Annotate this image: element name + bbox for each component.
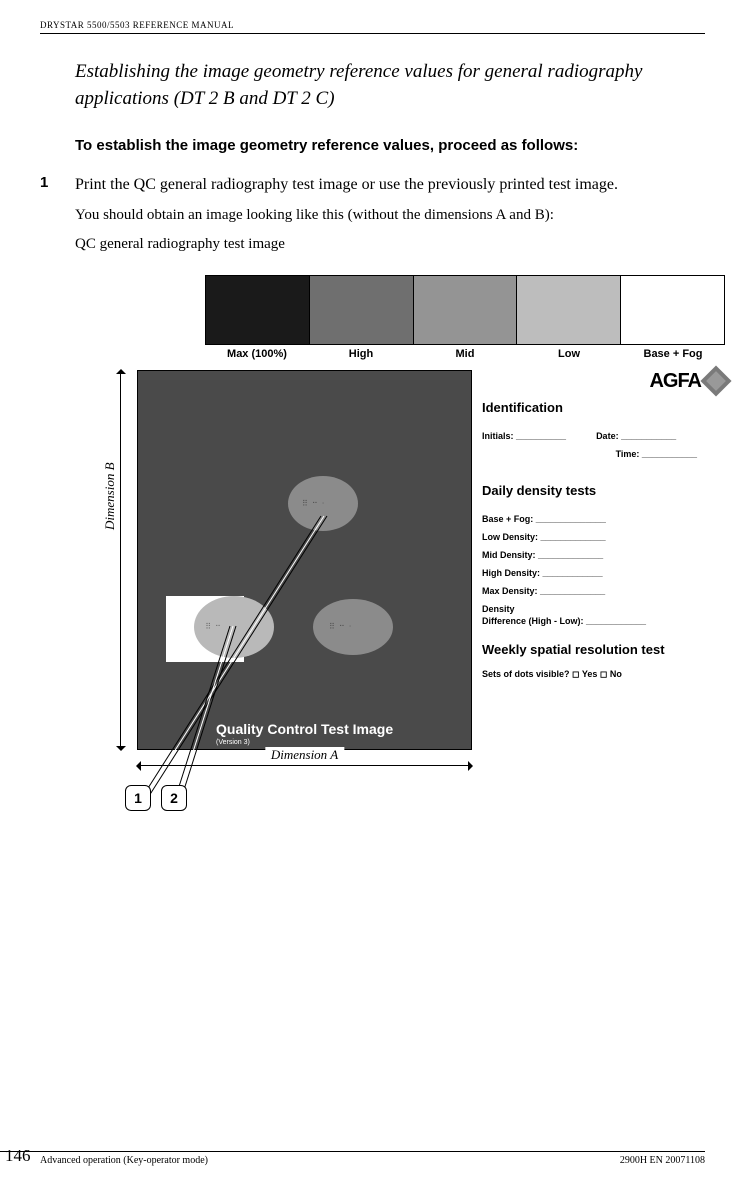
gray-label: Max (100%) <box>205 348 309 360</box>
lowdensity-field: Low Density: _____________ <box>482 532 727 542</box>
highdensity-field: High Density: ____________ <box>482 568 727 578</box>
gray-label: High <box>309 348 413 360</box>
gray-cell-basefog <box>621 276 724 344</box>
callout-numbers: 1 2 <box>125 785 187 811</box>
gray-cell-low <box>517 276 621 344</box>
step-1: 1 Print the QC general radiography test … <box>40 174 705 196</box>
initials-field: Initials: __________ <box>482 431 566 441</box>
middensity-field: Mid Density: _____________ <box>482 550 727 560</box>
grayscale-labels: Max (100%) High Mid Low Base + Fog <box>205 348 725 360</box>
gray-label: Mid <box>413 348 517 360</box>
agfa-text: AGFA <box>649 370 701 393</box>
footer-right: 2900H EN 20071108 <box>620 1155 705 1166</box>
gray-cell-max <box>206 276 310 344</box>
step-subtext-2: QC general radiography test image <box>75 234 705 255</box>
qc-image-version: (Version 3) <box>216 739 250 746</box>
date-field: Date: ___________ <box>596 431 676 441</box>
qc-area: ⠿ ⠒ · ⠿ ⠒ ⠿ ⠒ · Quality Control Test Ima… <box>137 370 727 750</box>
step-subtext-1: You should obtain an image looking like … <box>75 205 705 226</box>
time-field: Time: ___________ <box>616 449 697 459</box>
test-ellipse-left: ⠿ ⠒ <box>194 596 274 658</box>
page: DRYSTAR 5500/5503 REFERENCE MANUAL Estab… <box>0 0 745 1186</box>
grayscale-strip <box>205 275 725 345</box>
dimension-a-line <box>137 765 472 766</box>
test-ellipse-right: ⠿ ⠒ · <box>313 599 393 655</box>
densitydiff-label: Density <box>482 604 727 614</box>
agfa-rhombus-icon <box>700 366 731 397</box>
callout-1: 1 <box>125 785 151 811</box>
gray-label: Base + Fog <box>621 348 725 360</box>
basefog-field: Base + Fog: ______________ <box>482 514 727 524</box>
running-header: DRYSTAR 5500/5503 REFERENCE MANUAL <box>40 20 705 34</box>
callout-2: 2 <box>161 785 187 811</box>
identification-heading: Identification <box>482 400 727 415</box>
footer-center: Advanced operation (Key-operator mode) <box>40 1155 208 1166</box>
step-text: Print the QC general radiography test im… <box>75 174 618 196</box>
agfa-logo: AGFA <box>649 370 727 393</box>
form-row: Initials: __________ Date: ___________ <box>482 431 727 441</box>
sets-visible-field: Sets of dots visible? ◻ Yes ◻ No <box>482 669 727 680</box>
dimension-b-label: Dimension B <box>102 462 118 530</box>
section-title: Establishing the image geometry referenc… <box>75 59 705 112</box>
form-row: Time: ___________ <box>482 449 727 459</box>
qc-form-panel: AGFA Identification Initials: __________… <box>472 370 727 750</box>
dot-pattern-icon: ⠿ ⠒ · <box>302 499 324 508</box>
daily-heading: Daily density tests <box>482 483 727 498</box>
step-number: 1 <box>40 174 75 196</box>
qc-diagram: Max (100%) High Mid Low Base + Fog Dimen… <box>100 275 740 835</box>
densitydiff-field: Difference (High - Low): ____________ <box>482 616 727 626</box>
gray-cell-mid <box>414 276 518 344</box>
maxdensity-field: Max Density: _____________ <box>482 586 727 596</box>
qc-test-image: ⠿ ⠒ · ⠿ ⠒ ⠿ ⠒ · Quality Control Test Ima… <box>137 370 472 750</box>
gray-cell-high <box>310 276 414 344</box>
dimension-a-label: Dimension A <box>265 747 344 763</box>
test-ellipse-top: ⠿ ⠒ · <box>288 476 358 531</box>
dot-pattern-icon: ⠿ ⠒ · <box>329 622 351 631</box>
dimension-b-line <box>120 370 121 750</box>
gray-label: Low <box>517 348 621 360</box>
page-footer: Advanced operation (Key-operator mode) 2… <box>0 1151 705 1166</box>
qc-image-title: Quality Control Test Image <box>216 721 393 737</box>
dot-pattern-icon: ⠿ ⠒ <box>205 622 225 631</box>
weekly-heading: Weekly spatial resolution test <box>482 642 727 657</box>
procedure-heading: To establish the image geometry referenc… <box>75 137 705 154</box>
